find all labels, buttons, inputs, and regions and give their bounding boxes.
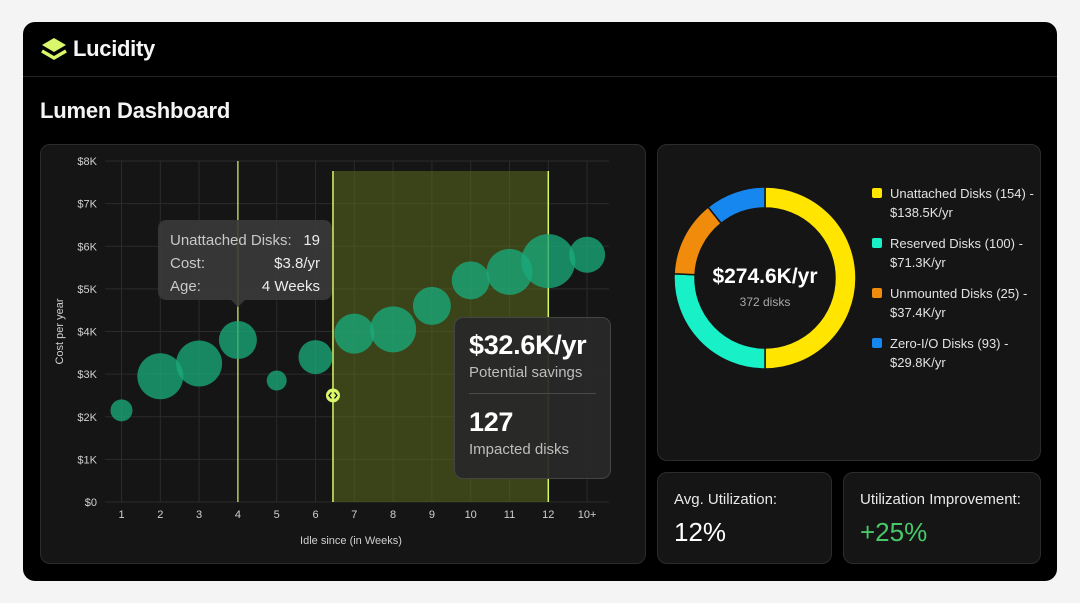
legend-label: Unmounted Disks (25) - $37.4K/yr xyxy=(890,286,1028,320)
donut-chart-panel: $274.6K/yr 372 disks Unattached Disks (1… xyxy=(657,144,1041,461)
savings-label: Potential savings xyxy=(469,364,583,381)
y-axis-label: Cost per year xyxy=(54,298,66,364)
data-bubble xyxy=(110,399,133,422)
data-bubble xyxy=(334,313,375,354)
legend-swatch xyxy=(872,238,882,248)
top-bar: Lucidity xyxy=(23,22,1057,77)
stat-label: Avg. Utilization: xyxy=(674,491,778,508)
savings-card: $32.6K/yr Potential savings 127 Impacted… xyxy=(454,317,611,479)
legend-item-reserved[interactable]: Reserved Disks (100) - $71.3K/yr xyxy=(872,234,1037,272)
utilization-improvement-card: Utilization Improvement: +25% xyxy=(843,472,1041,564)
data-bubble xyxy=(412,286,451,325)
tooltip-arrow xyxy=(231,300,245,307)
impacted-label: Impacted disks xyxy=(469,441,570,458)
x-tick-label: 12 xyxy=(542,509,554,521)
stat-value: +25% xyxy=(860,517,928,547)
data-bubble xyxy=(266,370,287,391)
x-tick-label: 3 xyxy=(196,509,202,521)
x-axis-label: Idle since (in Weeks) xyxy=(300,535,402,547)
x-tick-label: 4 xyxy=(235,509,241,521)
donut-chart[interactable] xyxy=(670,183,860,373)
data-bubble xyxy=(298,340,333,375)
drag-handle-icon[interactable] xyxy=(325,388,340,403)
x-tick-label: 6 xyxy=(312,509,318,521)
data-bubble xyxy=(486,248,533,295)
y-tick-label: $8K xyxy=(77,156,97,168)
x-tick-label: 2 xyxy=(157,509,163,521)
y-tick-label: $5K xyxy=(77,284,97,296)
x-tick-label: 1 xyxy=(118,509,124,521)
y-tick-label: $6K xyxy=(77,241,97,253)
donut-total: $274.6K/yr xyxy=(712,265,818,288)
legend-swatch xyxy=(872,338,882,348)
drag-handle-arrows xyxy=(328,392,338,399)
donut-legend: Unattached Disks (154) - $138.5K/yr Rese… xyxy=(872,184,1037,384)
legend-item-zero-io[interactable]: Zero-I/O Disks (93) - $29.8K/yr xyxy=(872,334,1037,372)
data-bubble xyxy=(569,236,606,273)
x-tick-label: 10 xyxy=(465,509,477,521)
tooltip-label: Age: xyxy=(170,278,201,295)
x-tick-label: 11 xyxy=(504,509,515,521)
lucidity-logo-icon xyxy=(41,38,67,60)
y-tick-label: $4K xyxy=(77,327,97,339)
data-bubble xyxy=(137,353,184,400)
data-bubble xyxy=(370,306,417,353)
x-tick-label: 8 xyxy=(390,509,396,521)
data-bubble xyxy=(218,321,257,360)
tooltip-label: Unattached Disks: xyxy=(170,232,292,249)
tooltip-label: Cost: xyxy=(170,255,206,272)
y-tick-label: $1K xyxy=(77,454,97,466)
app-window: Lucidity Lumen Dashboard $0 $1K $2K $3K $4K $… xyxy=(23,22,1057,581)
bubble-tooltip: Unattached Disks: 19 Cost: $3.8/yr Age: … xyxy=(158,220,332,307)
x-tick-label: 9 xyxy=(429,509,435,521)
x-tick-label: 5 xyxy=(274,509,280,521)
donut-segment[interactable] xyxy=(707,186,766,225)
data-bubble xyxy=(451,261,490,300)
y-tick-label: $7K xyxy=(77,199,97,211)
data-bubble xyxy=(176,340,223,387)
savings-value: $32.6K/yr xyxy=(469,330,587,360)
logo-text[interactable]: Lucidity xyxy=(73,36,155,61)
impacted-count: 127 xyxy=(469,407,514,437)
legend-label: Reserved Disks (100) - $71.3K/yr xyxy=(890,236,1023,270)
legend-swatch xyxy=(872,188,882,198)
y-tick-label: $3K xyxy=(77,369,97,381)
tooltip-value: 4 Weeks xyxy=(261,278,320,295)
tooltip-value: $3.8/yr xyxy=(274,255,320,272)
page-title: Lumen Dashboard xyxy=(40,98,231,123)
avg-utilization-card: Avg. Utilization: 12% xyxy=(657,472,832,564)
legend-label: Zero-I/O Disks (93) - $29.8K/yr xyxy=(890,336,1009,370)
tooltip-row: Age: 4 Weeks xyxy=(170,275,320,298)
legend-item-unattached[interactable]: Unattached Disks (154) - $138.5K/yr xyxy=(872,184,1037,222)
x-tick-label: 10+ xyxy=(578,509,597,521)
stat-value: 12% xyxy=(674,517,727,547)
scatter-chart-panel: $0 $1K $2K $3K $4K $5K $6K $7K $8K 1 2 3 4 5 6 7 8 9 10 11 1… xyxy=(40,144,646,564)
y-tick-label: $0 xyxy=(85,497,97,509)
legend-label: Unattached Disks (154) - $138.5K/yr xyxy=(890,186,1034,220)
divider xyxy=(469,393,596,394)
tooltip-row: Unattached Disks: 19 xyxy=(170,229,320,252)
legend-swatch xyxy=(872,288,882,298)
y-tick-label: $2K xyxy=(77,412,97,424)
tooltip-value: 19 xyxy=(303,232,320,249)
stat-label: Utilization Improvement: xyxy=(860,491,1021,508)
data-bubble xyxy=(521,234,576,289)
x-tick-label: 7 xyxy=(351,509,357,521)
donut-disk-count: 372 disks xyxy=(739,295,791,309)
tooltip-row: Cost: $3.8/yr xyxy=(170,252,320,275)
legend-item-unmounted[interactable]: Unmounted Disks (25) - $37.4K/yr xyxy=(872,284,1037,322)
